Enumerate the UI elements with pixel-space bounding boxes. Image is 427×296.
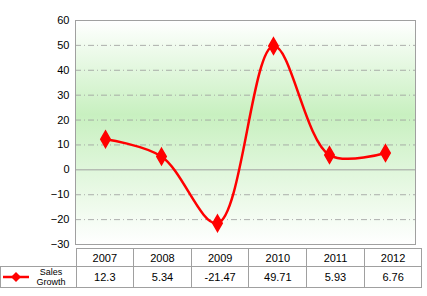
svg-text:60: 60 bbox=[57, 14, 69, 26]
html-text:6.76: 6.76 bbox=[382, 271, 404, 283]
html-text:2010: 2010 bbox=[265, 251, 290, 264]
svg-text:−20: −20 bbox=[51, 213, 70, 225]
html-text:2011: 2011 bbox=[323, 251, 348, 264]
html-text:49.71: 49.71 bbox=[264, 271, 292, 283]
html-text:2012: 2012 bbox=[380, 251, 406, 264]
svg-text:20: 20 bbox=[57, 114, 69, 126]
html-text:2007: 2007 bbox=[92, 251, 118, 264]
html-text:2008: 2008 bbox=[150, 251, 175, 264]
svg-text:−30: −30 bbox=[51, 238, 70, 248]
svg-text:40: 40 bbox=[57, 64, 69, 76]
svg-text:50: 50 bbox=[57, 39, 69, 51]
svg-text:−10: −10 bbox=[51, 188, 70, 200]
html-text:5.34: 5.34 bbox=[151, 271, 174, 283]
html-text:5.93: 5.93 bbox=[324, 271, 347, 283]
svg-text:30: 30 bbox=[57, 89, 69, 101]
svg-text:10: 10 bbox=[57, 138, 69, 150]
svg-text:0: 0 bbox=[63, 163, 69, 175]
html-text:Sales Growth: Sales Growth bbox=[36, 267, 66, 287]
html-text:-21.47: -21.47 bbox=[204, 271, 236, 283]
html-text:2009: 2009 bbox=[207, 251, 233, 264]
html-text:12.3: 12.3 bbox=[94, 271, 116, 283]
